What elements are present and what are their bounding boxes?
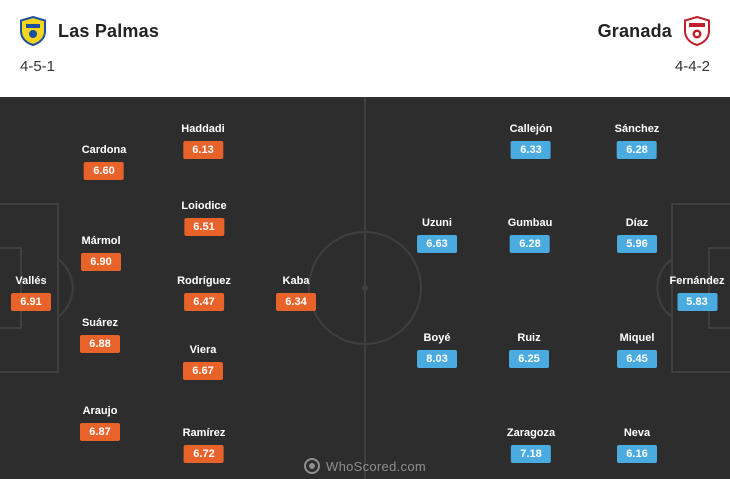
player-away[interactable]: Neva 6.16 — [617, 427, 657, 463]
player-rating-badge: 8.03 — [417, 350, 457, 368]
player-rating-badge: 6.25 — [509, 350, 549, 368]
player-name: Cardona — [81, 144, 127, 156]
player-rating-badge: 7.18 — [510, 445, 551, 463]
player-name: Araujo — [82, 405, 118, 417]
player-away[interactable]: Díaz 5.96 — [617, 217, 657, 253]
player-home[interactable]: Mármol 6.90 — [81, 235, 121, 271]
player-rating-badge: 6.60 — [84, 162, 124, 180]
pitch-markings — [0, 97, 730, 479]
player-rating-badge: 6.16 — [617, 445, 657, 463]
player-away[interactable]: Miquel 6.45 — [617, 332, 657, 368]
player-away[interactable]: Boyé 8.03 — [417, 332, 457, 368]
player-rating-badge: 6.28 — [616, 141, 657, 159]
player-away[interactable]: Ruiz 6.25 — [509, 332, 549, 368]
player-name: Viera — [189, 344, 217, 356]
away-team-name[interactable]: Granada — [597, 20, 672, 41]
player-name: Kaba — [282, 275, 310, 287]
player-home[interactable]: Araujo 6.87 — [80, 405, 120, 441]
player-home[interactable]: Ramírez 6.72 — [182, 427, 226, 463]
player-home[interactable]: Suárez 6.88 — [80, 317, 120, 353]
watermark-text: WhoScored.com — [326, 458, 426, 474]
player-home[interactable]: Cardona 6.60 — [81, 144, 127, 180]
player-rating-badge: 5.83 — [676, 293, 717, 311]
player-name: Uzuni — [422, 217, 452, 229]
pitch: Vallés 6.91 Cardona 6.60 Mármol 6.90 Suárez 6.8… — [0, 97, 730, 479]
player-rating-badge: 6.51 — [183, 218, 224, 236]
player-away[interactable]: Gumbau 6.28 — [507, 217, 553, 253]
player-name: Suárez — [81, 317, 119, 329]
player-name: Gumbau — [507, 217, 553, 229]
home-team-name[interactable]: Las Palmas — [58, 20, 160, 41]
player-name: Haddadi — [181, 123, 225, 135]
player-name: Callejón — [509, 123, 553, 135]
player-rating-badge: 6.91 — [11, 293, 51, 311]
watermark: WhoScored.com — [304, 458, 426, 474]
player-home[interactable]: Viera 6.67 — [183, 344, 223, 380]
away-formation: 4-4-2 — [674, 58, 710, 75]
player-rating-badge: 6.28 — [510, 235, 550, 253]
player-away[interactable]: Sánchez 6.28 — [614, 123, 660, 159]
player-away[interactable]: Fernández 5.83 — [669, 275, 725, 311]
las-palmas-crest-icon — [20, 16, 46, 46]
home-formation: 4-5-1 — [20, 58, 56, 75]
player-home[interactable]: Loiodice 6.51 — [181, 200, 227, 236]
player-away[interactable]: Zaragoza 7.18 — [507, 427, 555, 463]
player-away[interactable]: Callejón 6.33 — [509, 123, 553, 159]
player-home[interactable]: Rodríguez 6.47 — [177, 275, 231, 311]
player-name: Miquel — [619, 332, 655, 344]
player-name: Mármol — [81, 235, 121, 247]
player-rating-badge: 6.88 — [80, 335, 120, 353]
player-rating-badge: 6.67 — [183, 362, 223, 380]
player-home[interactable]: Kaba 6.34 — [276, 275, 316, 311]
player-name: Ramírez — [182, 427, 226, 439]
granada-crest-icon — [684, 16, 710, 46]
player-name: Loiodice — [181, 200, 227, 212]
match-header: Las Palmas 4-5-1 Granada 4-4-2 — [0, 0, 730, 97]
player-rating-badge: 6.34 — [276, 293, 316, 311]
home-team-block: Las Palmas — [20, 16, 159, 46]
player-name: Rodríguez — [177, 275, 231, 287]
player-name: Ruiz — [517, 332, 541, 344]
player-name: Sánchez — [614, 123, 660, 135]
whoscored-logo-icon — [304, 458, 320, 474]
player-rating-badge: 6.72 — [183, 445, 224, 463]
player-name: Zaragoza — [506, 427, 556, 439]
player-name: Boyé — [423, 332, 451, 344]
away-team-block: Granada — [598, 16, 710, 46]
player-rating-badge: 6.13 — [183, 141, 223, 159]
player-rating-badge: 6.33 — [510, 141, 551, 159]
player-away[interactable]: Uzuni 6.63 — [417, 217, 457, 253]
player-rating-badge: 6.87 — [80, 423, 120, 441]
player-rating-badge: 6.45 — [617, 350, 657, 368]
player-home[interactable]: Haddadi 6.13 — [181, 123, 225, 159]
player-name: Fernández — [669, 275, 725, 287]
player-rating-badge: 6.63 — [417, 235, 457, 253]
player-name: Vallés — [15, 275, 47, 287]
player-name: Díaz — [625, 217, 649, 229]
player-rating-badge: 6.47 — [184, 293, 224, 311]
player-rating-badge: 5.96 — [617, 235, 657, 253]
player-rating-badge: 6.90 — [81, 253, 121, 271]
player-name: Neva — [623, 427, 651, 439]
player-home[interactable]: Vallés 6.91 — [11, 275, 51, 311]
